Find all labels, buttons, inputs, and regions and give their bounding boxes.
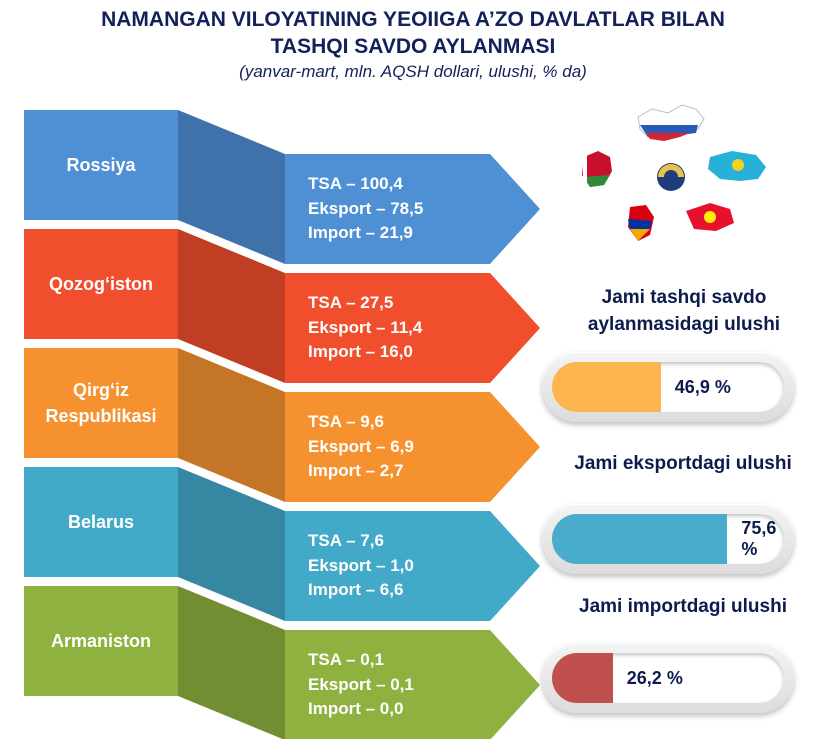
value-eksport: Eksport – 11,4 bbox=[308, 317, 423, 337]
share-pill: 75,6 % bbox=[542, 504, 794, 574]
kyrgyzstan-map-icon bbox=[686, 203, 734, 231]
row-connector bbox=[178, 229, 285, 383]
country-label: Armaniston bbox=[50, 631, 151, 651]
eaeu-emblem-icon bbox=[657, 163, 685, 191]
value-tsa: TSA – 7,6 bbox=[308, 531, 384, 550]
share-value: 26,2 % bbox=[626, 667, 683, 688]
row-values: TSA – 27,5 Eksport – 11,4 Import – 16,0 bbox=[308, 291, 422, 365]
belarus-map-icon bbox=[582, 151, 612, 187]
value-eksport: Eksport – 1,0 bbox=[308, 555, 414, 575]
share-title: Jami eksportdagi ulushi bbox=[574, 453, 792, 474]
country-label: Belarus bbox=[67, 512, 135, 532]
value-eksport: Eksport – 78,5 bbox=[308, 198, 424, 218]
eaeu-map-icon bbox=[582, 104, 766, 241]
value-import: Import – 0,0 bbox=[308, 699, 404, 718]
armenia-map-icon bbox=[628, 205, 654, 241]
share-pill: 26,2 % bbox=[542, 643, 794, 713]
title-line-2: TASHQI SAVDO AYLANMASI bbox=[270, 35, 556, 58]
row-connector bbox=[178, 586, 285, 739]
row-values: TSA – 7,6 Eksport – 1,0 Import – 6,6 bbox=[308, 529, 414, 603]
row-connector bbox=[178, 110, 285, 264]
row-values: TSA – 100,4 Eksport – 78,5 Import – 21,9 bbox=[308, 172, 423, 246]
value-import: Import – 21,9 bbox=[308, 223, 413, 242]
country-label: Qirg‘iz Respublikasi bbox=[45, 380, 157, 426]
row-connector bbox=[178, 467, 285, 621]
value-import: Import – 16,0 bbox=[308, 342, 413, 361]
chart-title: NAMANGAN VILOYATINING YEOIIGA A’ZO DAVLA… bbox=[0, 6, 826, 60]
country-box bbox=[24, 467, 178, 577]
share-title: Jami tashqi savdo aylanmasidagi ulushi bbox=[587, 287, 781, 335]
share-pill: 46,9 % bbox=[542, 352, 794, 422]
value-arrow bbox=[285, 511, 540, 621]
value-tsa: TSA – 100,4 bbox=[308, 174, 403, 193]
share-fill bbox=[552, 653, 613, 703]
value-tsa: TSA – 0,1 bbox=[308, 650, 384, 669]
country-label: Rossiya bbox=[66, 155, 136, 175]
kazakhstan-map-icon bbox=[708, 151, 766, 181]
value-arrow bbox=[285, 392, 540, 502]
country-box bbox=[24, 229, 178, 339]
value-arrow bbox=[285, 154, 540, 264]
country-box bbox=[24, 110, 178, 220]
title-line-1: NAMANGAN VILOYATINING YEOIIGA A’ZO DAVLA… bbox=[101, 8, 725, 31]
value-tsa: TSA – 27,5 bbox=[308, 293, 394, 312]
value-import: Import – 6,6 bbox=[308, 580, 404, 599]
country-box bbox=[24, 348, 178, 458]
share-fill bbox=[552, 362, 661, 412]
country-box bbox=[24, 586, 178, 696]
row-values: TSA – 9,6 Eksport – 6,9 Import – 2,7 bbox=[308, 410, 414, 484]
row-values: TSA – 0,1 Eksport – 0,1 Import – 0,0 bbox=[308, 648, 414, 722]
value-import: Import – 2,7 bbox=[308, 461, 404, 480]
russia-map-icon bbox=[637, 104, 705, 141]
country-label: Qozog‘iston bbox=[49, 274, 153, 294]
share-value: 75,6 % bbox=[741, 518, 777, 559]
value-eksport: Eksport – 0,1 bbox=[308, 674, 414, 694]
value-arrow bbox=[285, 273, 540, 383]
chart-subtitle: (yanvar-mart, mln. AQSH dollari, ulushi,… bbox=[239, 62, 587, 81]
value-tsa: TSA – 9,6 bbox=[308, 412, 384, 431]
row-connector bbox=[178, 348, 285, 502]
share-fill bbox=[552, 514, 728, 564]
value-eksport: Eksport – 6,9 bbox=[308, 436, 414, 456]
share-title: Jami importdagi ulushi bbox=[579, 596, 787, 617]
share-value: 46,9 % bbox=[674, 376, 731, 397]
value-arrow bbox=[285, 630, 540, 739]
